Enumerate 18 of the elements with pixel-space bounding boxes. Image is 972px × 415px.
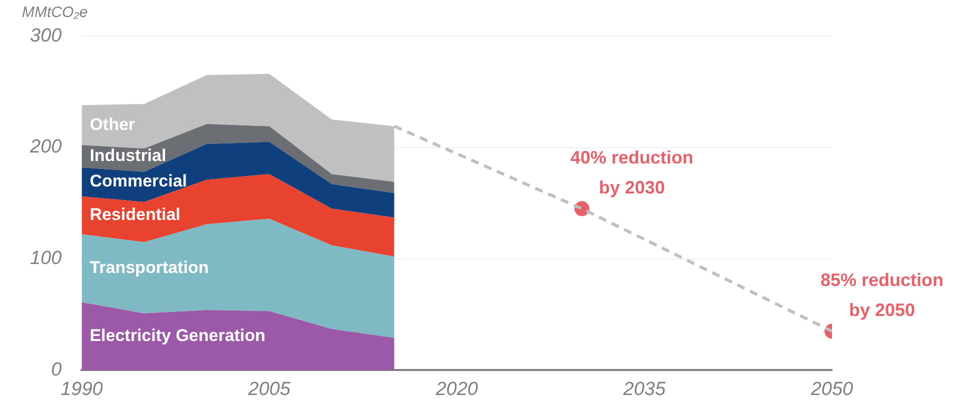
- annotation: 85% reduction by 2050: [820, 270, 944, 320]
- series-label: Other: [90, 114, 136, 134]
- x-tick-label: 2050: [810, 378, 854, 400]
- y-axis-title: MMtCO₂e: [22, 4, 88, 21]
- series-label: Residential: [90, 205, 180, 224]
- x-tick-label: 2035: [622, 378, 666, 400]
- y-tick-label: 0: [51, 359, 62, 380]
- series-label: Commercial: [90, 172, 188, 191]
- x-tick-label: 1990: [60, 378, 104, 400]
- x-tick-label: 2020: [434, 378, 478, 400]
- x-tick-label: 2005: [247, 378, 291, 400]
- series-label: Electricity Generation: [90, 326, 266, 345]
- y-tick-label: 300: [30, 25, 62, 46]
- series-label: Industrial: [90, 146, 166, 165]
- series-label: Transportation: [90, 258, 209, 277]
- y-tick-label: 200: [29, 136, 62, 158]
- annotation: 40% reduction by 2030: [570, 148, 694, 198]
- y-tick-label: 100: [30, 248, 62, 270]
